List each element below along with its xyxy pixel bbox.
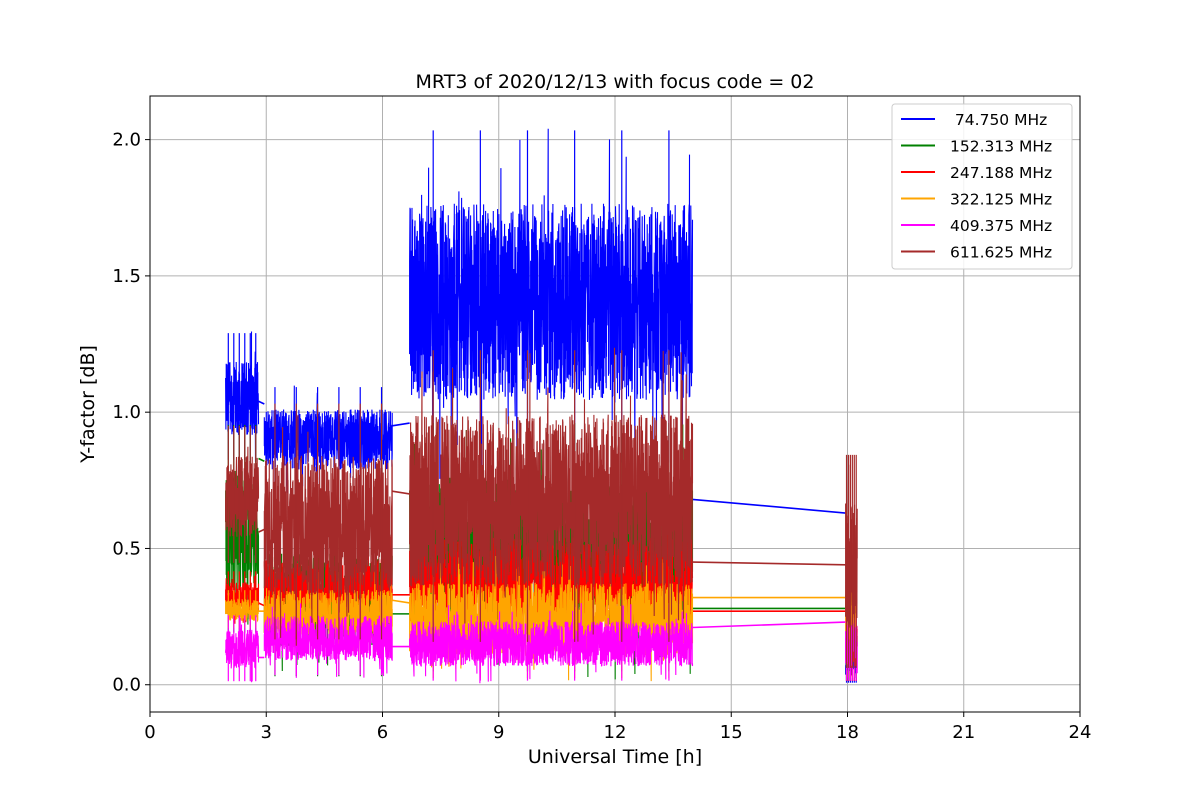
y-tick-label: 1.0 — [112, 402, 141, 423]
series-trace — [409, 128, 694, 479]
y-tick-label: 0.5 — [112, 538, 141, 559]
legend-box — [891, 103, 1073, 270]
legend-label: 74.750 MHz — [950, 111, 1047, 129]
series-trace — [409, 603, 694, 684]
series-trace — [263, 385, 393, 493]
x-tick-label: 12 — [604, 722, 627, 743]
series-connector — [692, 561, 846, 566]
series-trace — [225, 446, 260, 537]
series-connector — [392, 422, 410, 427]
legend: 74.750 MHz 152.313 MHz 247.188 MHz 322.125 … — [891, 103, 1073, 270]
series-611-625-mhz — [225, 347, 858, 668]
x-tick-label: 9 — [493, 722, 504, 743]
series-trace — [409, 347, 694, 642]
series-connector — [392, 599, 410, 604]
x-tick-label: 24 — [1069, 722, 1092, 743]
series-trace — [225, 617, 260, 683]
legend-label: 322.125 MHz — [950, 191, 1052, 209]
x-tick-label: 6 — [377, 722, 388, 743]
chart-title: MRT3 of 2020/12/13 with focus code = 02 — [416, 71, 815, 93]
series-connector — [258, 400, 265, 405]
x-tick-label: 21 — [952, 722, 975, 743]
legend-label: 409.375 MHz — [950, 217, 1052, 235]
series-trace — [263, 415, 393, 646]
x-axis-label: Universal Time [h] — [528, 746, 702, 768]
x-tick-label: 0 — [144, 722, 155, 743]
legend-label: 611.625 MHz — [950, 244, 1052, 262]
series-connector — [258, 602, 265, 607]
x-tick-label: 3 — [261, 722, 272, 743]
series-trace — [845, 621, 858, 674]
series-trace — [845, 653, 858, 678]
series-trace — [225, 575, 260, 624]
x-tick-label: 15 — [720, 722, 743, 743]
series-connector — [692, 498, 846, 514]
plot-area — [225, 128, 858, 684]
series-trace — [225, 598, 260, 623]
series-trace — [263, 603, 393, 678]
series-connector — [692, 621, 846, 629]
axis-ticks: 0 3 6 9 12 15 18 21 24 0.0 0.5 1.0 1.5 2.0 — [112, 130, 1091, 743]
y-tick-label: 0.0 — [112, 675, 141, 696]
series-connector — [258, 528, 265, 533]
y-tick-label: 2.0 — [112, 130, 141, 151]
series-connector — [392, 490, 410, 495]
y-axis-label: Y-factor [dB] — [77, 345, 99, 464]
legend-label: 247.188 MHz — [950, 164, 1052, 182]
series-trace — [225, 331, 260, 462]
legend-label: 152.313 MHz — [950, 138, 1052, 156]
y-tick-label: 1.5 — [112, 266, 141, 287]
x-tick-label: 18 — [836, 722, 859, 743]
series-trace — [845, 464, 858, 628]
series-connector — [258, 457, 265, 462]
